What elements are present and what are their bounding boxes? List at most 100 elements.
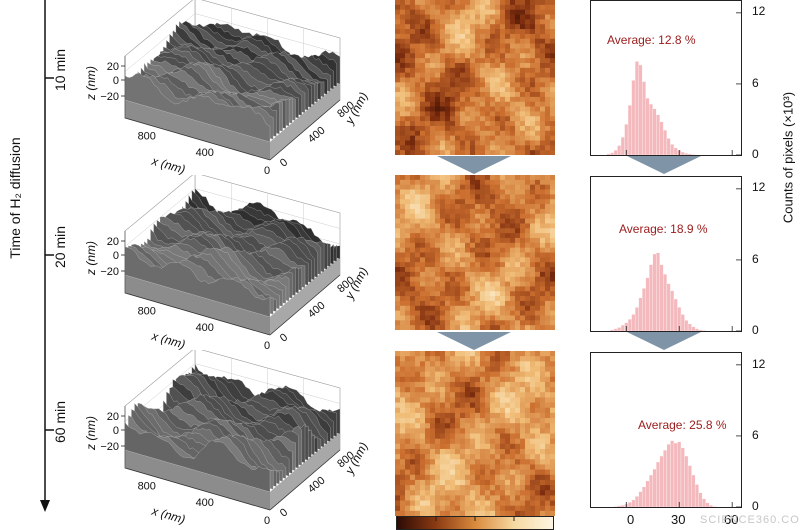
z-tick-label: 20: [107, 411, 119, 423]
histogram-average-label: Average: 12.8 %: [607, 33, 696, 47]
time-label-20min: 20 min: [52, 225, 68, 269]
histogram-bar: [620, 505, 625, 507]
histogram-bar: [670, 440, 675, 507]
histogram-bar: [645, 480, 650, 507]
hist-xtick-0: 0: [627, 512, 635, 527]
x-tick-label: 400: [196, 322, 214, 334]
y-tick-label: 400: [306, 125, 328, 146]
histogram-bar: [617, 505, 622, 507]
histogram-bar: [680, 314, 685, 331]
x-tick-label: 800: [138, 480, 156, 492]
hist-ytick-top: 12: [752, 4, 766, 18]
histogram-bar: [691, 474, 696, 507]
histogram-bar: [631, 314, 636, 331]
histogram-bar: [673, 147, 678, 155]
hist-ytick-top: 12: [752, 180, 766, 194]
x-axis-label: x (nm): [149, 503, 187, 526]
histogram-bar: [617, 145, 622, 155]
histogram-bar: [687, 465, 692, 507]
hist-ytick-mid: 6: [752, 252, 759, 266]
histogram-bars: [610, 188, 741, 331]
histogram-bar: [694, 484, 699, 507]
histogram-bar: [698, 492, 703, 507]
hist-ytick-zero: 0: [752, 147, 759, 161]
hist-xtick-30: 30: [671, 512, 686, 527]
histogram-bar: [702, 498, 706, 507]
histogram-bar: [627, 105, 632, 155]
histogram-bar: [645, 277, 650, 331]
x-tick-label: 0: [264, 515, 270, 527]
histogram-bar: [666, 283, 671, 331]
histogram-bar: [645, 97, 650, 155]
transition-arrow-map-1: [437, 156, 511, 174]
time-label-60min: 60 min: [52, 400, 68, 444]
histogram-bar: [634, 61, 639, 155]
z-tick-label: −20: [100, 91, 119, 103]
x-tick-label: 800: [138, 130, 156, 142]
hist-xtick-60: 60: [724, 512, 739, 527]
histogram-bar: [670, 290, 675, 331]
histogram-bar: [684, 153, 689, 155]
histogram-bar: [666, 444, 671, 507]
histogram-bar: [656, 461, 660, 507]
histogram-bar: [705, 502, 710, 507]
histogram-bar: [659, 455, 664, 507]
y-tick-label: 0: [278, 506, 290, 519]
histogram-bar: [656, 252, 660, 331]
histogram-bar: [613, 328, 618, 331]
histogram-bar: [613, 150, 618, 155]
z-axis-label: z (nm): [84, 416, 98, 451]
topography-map-60min: [395, 351, 555, 516]
topography-map-20min: [395, 175, 555, 330]
transition-arrow-hist-2: [627, 332, 701, 350]
z-tick-label: −20: [100, 441, 119, 453]
histogram-bar: [687, 153, 692, 155]
histogram-bar: [684, 320, 689, 331]
hist-ytick-top: 12: [752, 357, 766, 371]
time-axis-label: Time of H₂ diffusion: [7, 137, 23, 259]
histogram-bar: [634, 496, 639, 507]
histogram-bar: [663, 129, 668, 155]
histogram-bar: [680, 447, 685, 507]
y-tick-label: 400: [306, 475, 328, 496]
histogram-bar: [659, 264, 664, 331]
z-axis-label: z (nm): [84, 66, 98, 101]
histogram-bar: [687, 323, 692, 331]
z-tick-label: 20: [107, 236, 119, 248]
histogram-bar: [652, 253, 657, 331]
histogram-bar: [652, 108, 657, 155]
histogram-bar: [656, 114, 660, 155]
histogram-bar: [666, 138, 671, 155]
z-tick-label: 0: [113, 75, 119, 87]
histogram-average-label: Average: 25.8 %: [638, 418, 727, 432]
x-tick-label: 400: [196, 147, 214, 159]
histogram-bar: [702, 330, 706, 331]
histogram-bar: [684, 455, 689, 507]
transition-arrow-map-2: [437, 332, 511, 350]
histogram-bar: [670, 144, 675, 155]
time-label-10min: 10 min: [52, 48, 68, 92]
histogram-bar: [642, 288, 646, 331]
histogram-bar: [638, 64, 643, 155]
histogram-10min: Average: 12.8 %: [590, 0, 742, 156]
histogram-bar: [631, 499, 636, 507]
histogram-bar: [680, 151, 685, 155]
histogram-bars: [606, 12, 741, 155]
histogram-bar: [663, 273, 668, 331]
histogram-bar: [694, 328, 699, 331]
z-tick-label: 0: [113, 250, 119, 262]
histogram-bar: [649, 474, 653, 507]
histogram-bar: [638, 491, 643, 507]
histogram-bar: [649, 103, 653, 155]
histogram-bar: [712, 506, 717, 507]
hist-ytick-zero: 0: [752, 323, 759, 337]
hist-ytick-zero: 0: [752, 499, 759, 513]
time-axis-arrow: [40, 0, 54, 512]
histogram-ylabel: Counts of pixels (×10³): [780, 91, 796, 224]
histogram-bar: [677, 441, 682, 507]
histogram-average-label: Average: 18.9 %: [619, 222, 708, 236]
y-tick-label: 400: [306, 300, 328, 321]
x-axis-label: x (nm): [149, 153, 187, 175]
